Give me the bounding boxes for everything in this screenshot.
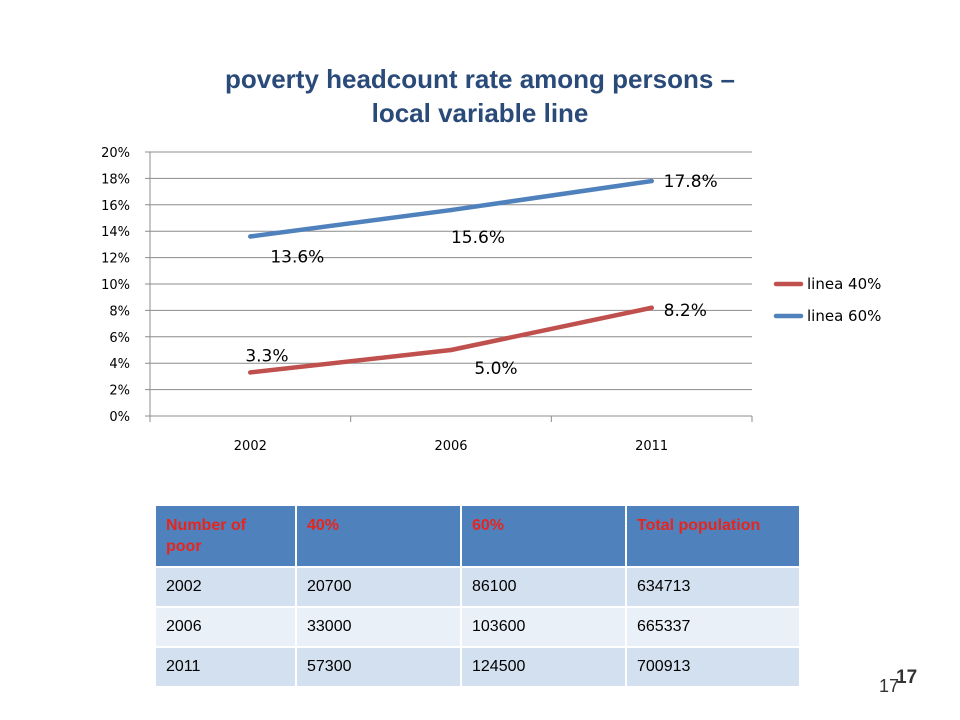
- table-row: 2006 33000 103600 665337: [156, 606, 801, 647]
- table-cell: 700913: [626, 646, 801, 686]
- table-header-cell: Total population: [626, 506, 801, 567]
- table-cell: 103600: [461, 606, 627, 647]
- data-label: 5.0%: [474, 359, 517, 379]
- table-cell: 2011: [156, 646, 297, 686]
- y-tick-label: 10%: [101, 278, 130, 293]
- chart-title-line-2: local variable line: [371, 98, 589, 128]
- data-label: 8.2%: [664, 301, 707, 321]
- table-row: 2011 57300 124500 700913: [156, 646, 801, 686]
- data-point: [649, 178, 654, 184]
- table-row: 2002 20700 86100 634713: [156, 566, 801, 607]
- data-label: 17.8%: [664, 172, 718, 192]
- data-point: [649, 305, 654, 310]
- y-tick-label: 18%: [101, 172, 130, 187]
- line-chart: 0% 2% 4% 6% 8% 10% 12% 14% 16% 18% 20% 2002 2006 2011…: [101, 146, 881, 454]
- page-number: 17: [879, 676, 900, 696]
- table-cell: 2002: [156, 566, 297, 607]
- data-point: [248, 370, 253, 375]
- y-tick-label: 4%: [109, 357, 130, 372]
- chart-title-line-1: poverty headcount rate among persons –: [224, 64, 735, 94]
- table-cell: 33000: [296, 606, 462, 647]
- table-cell: 57300: [296, 646, 462, 686]
- y-tick-label: 14%: [101, 225, 130, 240]
- legend-label: linea 40%: [807, 275, 881, 293]
- legend-label: linea 60%: [807, 307, 881, 325]
- table-cell: 634713: [626, 566, 801, 607]
- y-tick-label: 8%: [109, 304, 130, 319]
- y-tick-label: 12%: [101, 252, 130, 267]
- data-point: [448, 347, 454, 353]
- x-tick-label: 2011: [635, 439, 668, 454]
- table-header-row: Number of poor 40% 60% Total population: [156, 506, 801, 567]
- table-cell: 2006: [156, 606, 297, 647]
- table-header-cell: 60%: [461, 506, 627, 567]
- data-label: 13.6%: [270, 247, 324, 267]
- y-tick-label: 0%: [109, 410, 130, 425]
- poverty-table: Number of poor 40% 60% Total population …: [156, 506, 801, 686]
- data-point: [448, 207, 454, 213]
- data-label: 15.6%: [451, 228, 505, 248]
- table-cell: 20700: [296, 566, 462, 607]
- x-tick-label: 2006: [434, 439, 467, 454]
- x-tick-label: 2002: [234, 439, 267, 454]
- y-tick-label: 20%: [101, 146, 130, 161]
- y-tick-label: 16%: [101, 199, 130, 214]
- y-tick-label: 6%: [109, 331, 130, 346]
- page-number-bold: 17: [896, 667, 918, 688]
- table-header-cell: Number of poor: [156, 506, 297, 567]
- table-header-cell: 40%: [296, 506, 462, 567]
- table-cell: 86100: [461, 566, 627, 607]
- data-point: [248, 234, 253, 239]
- data-label: 3.3%: [245, 346, 288, 366]
- y-tick-label: 2%: [109, 384, 130, 399]
- table-cell: 124500: [461, 646, 627, 686]
- table-cell: 665337: [626, 606, 801, 647]
- chart-title: poverty headcount rate among persons – l…: [140, 62, 820, 130]
